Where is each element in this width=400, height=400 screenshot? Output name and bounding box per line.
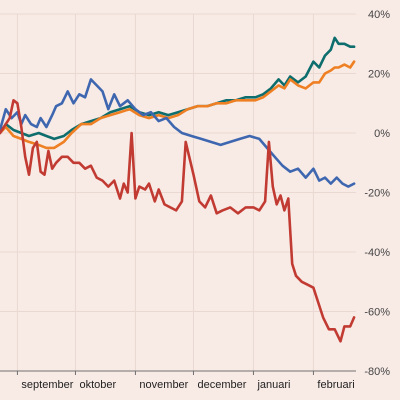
x-tick-label: december <box>197 379 246 391</box>
x-tick-label: september <box>21 379 73 391</box>
x-tick-label: februari <box>317 379 354 391</box>
grid <box>0 13 356 371</box>
series-lines <box>0 36 356 343</box>
y-tick-label: 40% <box>368 9 390 21</box>
y-tick-label: 20% <box>368 69 390 81</box>
x-tick-label: oktober <box>79 379 116 391</box>
y-tick-label: -60% <box>364 307 390 319</box>
x-tick-label: november <box>139 379 188 391</box>
x-tick-label: januari <box>256 379 290 391</box>
y-tick-label: -80% <box>364 366 390 378</box>
y-tick-label: -40% <box>364 247 390 259</box>
series-line-2 <box>0 60 356 150</box>
series-line-1 <box>0 36 356 141</box>
y-axis-ticks: 40% 20% 0% -20% -40% -60% -80% <box>364 9 390 378</box>
x-axis-ticks: september oktober november december januari f… <box>16 371 355 391</box>
series-line-4 <box>0 99 356 343</box>
series-line-3 <box>0 78 356 188</box>
y-tick-label: 0% <box>374 128 390 140</box>
y-tick-label: -20% <box>364 188 390 200</box>
